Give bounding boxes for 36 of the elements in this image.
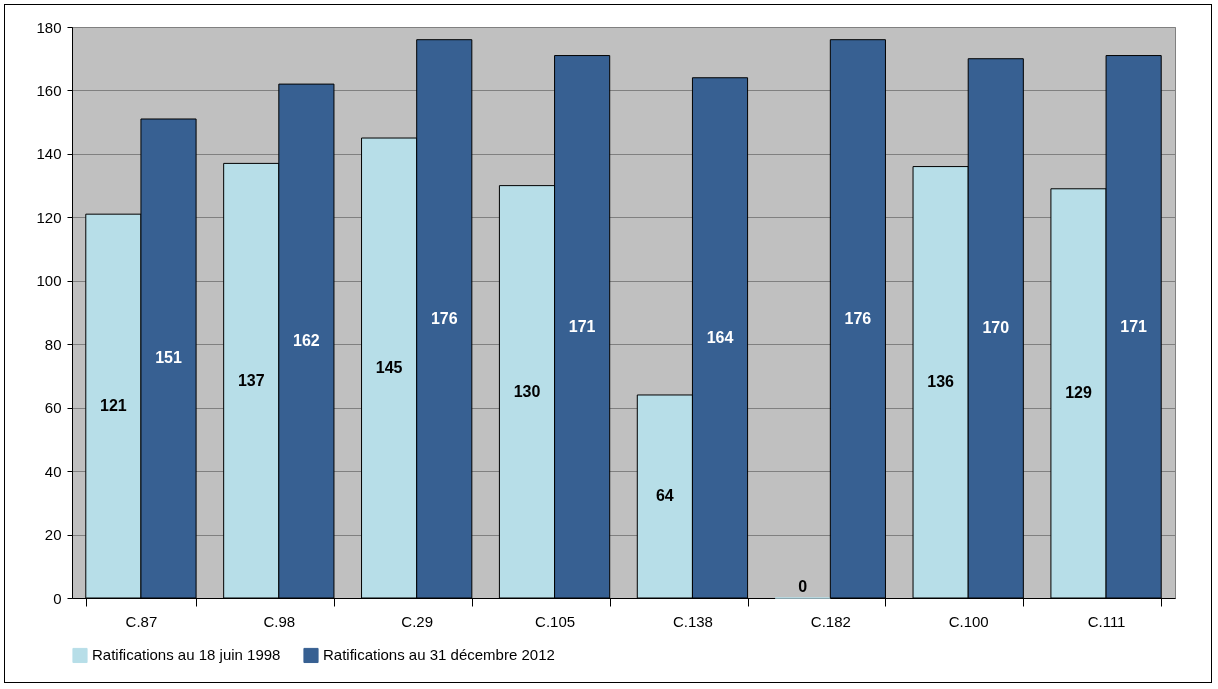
x-tick-label: C.29 (401, 612, 434, 630)
data-label: 64 (655, 487, 674, 505)
y-tick-label: 140 (36, 145, 62, 163)
x-tick-label: C.138 (672, 612, 713, 630)
y-tick-label: 100 (36, 272, 62, 290)
x-tick-label: C.87 (125, 612, 158, 630)
data-label: 176 (844, 309, 872, 327)
data-label: 137 (237, 371, 265, 389)
data-label: 130 (513, 382, 541, 400)
data-label: 136 (927, 373, 955, 391)
y-tick-label: 40 (44, 462, 62, 480)
data-label: 164 (706, 328, 734, 346)
data-label: 151 (155, 349, 182, 367)
x-tick-label: C.98 (263, 612, 296, 630)
x-tick-label: C.111 (1087, 612, 1126, 630)
y-tick-label: 20 (44, 526, 62, 544)
legend-label: Ratifications au 18 juin 1998 (92, 646, 281, 664)
x-tick-label: C.182 (810, 612, 851, 630)
legend-label: Ratifications au 31 décembre 2012 (323, 646, 555, 664)
data-label: 171 (1120, 317, 1148, 335)
data-label: 162 (293, 332, 320, 350)
data-label: 176 (430, 309, 458, 327)
x-tick-label: C.100 (948, 612, 989, 630)
data-label: 0 (798, 578, 808, 595)
y-tick-label: 180 (36, 18, 62, 36)
y-tick-label: 160 (36, 81, 62, 99)
data-label: 171 (568, 317, 596, 335)
data-label: 170 (982, 319, 1010, 337)
y-tick-label: 60 (44, 399, 62, 417)
y-tick-label: 80 (44, 335, 62, 353)
data-label: 145 (375, 359, 403, 377)
x-tick-label: C.105 (535, 612, 576, 630)
y-tick-label: 0 (53, 589, 62, 607)
data-label: 121 (100, 397, 127, 415)
y-tick-label: 120 (36, 208, 62, 226)
data-label: 129 (1065, 384, 1092, 402)
